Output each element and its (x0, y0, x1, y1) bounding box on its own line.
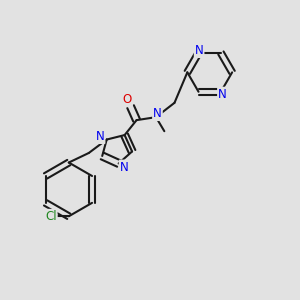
Text: N: N (195, 44, 203, 57)
Text: N: N (153, 107, 162, 120)
Text: N: N (218, 88, 227, 100)
Text: N: N (96, 130, 104, 143)
Text: O: O (122, 93, 132, 106)
Text: N: N (120, 160, 128, 173)
Text: Cl: Cl (45, 210, 57, 223)
